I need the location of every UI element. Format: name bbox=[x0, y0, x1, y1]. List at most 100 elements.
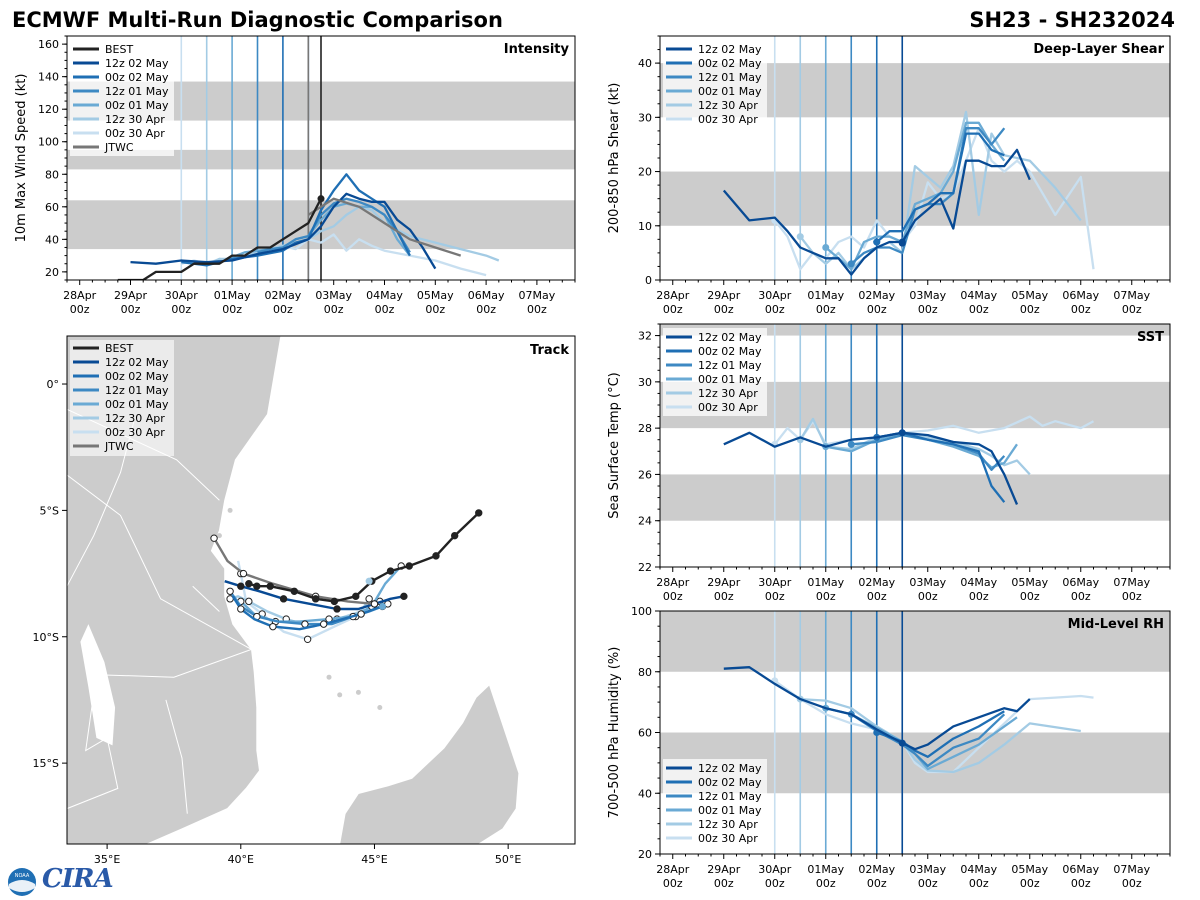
rh-xtick-label-6-line1: 04May bbox=[960, 863, 997, 876]
track-point-best-8 bbox=[311, 595, 320, 603]
intensity-series-12z-01-may bbox=[257, 197, 411, 254]
sst-xtick-label-8-line1: 06May bbox=[1062, 576, 1099, 589]
sst-legend-label-12z-02-may: 12z 02 May bbox=[698, 331, 762, 344]
track-panel: 35°E 40°E 45°E 50°E0°5°S10°S15°STrackBEST12… bbox=[33, 335, 576, 866]
intensity-xtick-label-7-line2: 00z bbox=[425, 303, 445, 316]
intensity-xtick-label-1-line2: 00z bbox=[121, 303, 141, 316]
track-xtick-label-45: 45°E bbox=[361, 853, 387, 866]
track-point-12z-30-apr-0 bbox=[365, 595, 373, 603]
track-line-00z-02-may bbox=[231, 595, 389, 631]
intensity-xtick-label-8-line2: 00z bbox=[476, 303, 496, 316]
sst-xtick-label-5-line2: 00z bbox=[918, 590, 938, 603]
sst-panel: 22242628303228Apr00z29Apr00z30Apr00z01Ma… bbox=[607, 323, 1171, 603]
rh-xtick-label-3-line1: 01May bbox=[807, 863, 844, 876]
shear-xtick-label-6-line2: 00z bbox=[969, 303, 989, 316]
rh-xtick-label-2-line2: 00z bbox=[765, 877, 785, 890]
sst-xtick-label-5-line1: 03May bbox=[909, 576, 946, 589]
intensity-xtick-label-6-line2: 00z bbox=[375, 303, 395, 316]
track-legend-label-12z-30-apr: 12z 30 Apr bbox=[105, 412, 165, 425]
shear-xtick-label-3-line1: 01May bbox=[807, 289, 844, 302]
sst-xtick-label-9-line1: 07May bbox=[1113, 576, 1150, 589]
track-xtick-label-40: 40°E bbox=[228, 853, 254, 866]
intensity-ytick-label-80: 80 bbox=[45, 168, 59, 181]
rh-legend-label-12z-01-may: 12z 01 May bbox=[698, 790, 762, 803]
track-point-best-7 bbox=[330, 597, 339, 606]
shear-legend-label-12z-01-may: 12z 01 May bbox=[698, 71, 762, 84]
sst-xtick-label-6-line1: 04May bbox=[960, 576, 997, 589]
intensity-xtick-label-5-line2: 00z bbox=[324, 303, 344, 316]
rh-xtick-label-9-line2: 00z bbox=[1122, 877, 1142, 890]
sst-xtick-label-9-line2: 00z bbox=[1122, 590, 1142, 603]
sst-ylabel: Sea Surface Temp (°C) bbox=[607, 372, 622, 519]
intensity-ytick-label-20: 20 bbox=[45, 266, 59, 279]
rh-legend-bg bbox=[663, 759, 767, 847]
track-point-12z-02-may-0 bbox=[400, 592, 408, 601]
shear-xtick-label-5-line2: 00z bbox=[918, 303, 938, 316]
track-point-best-2 bbox=[432, 552, 440, 560]
shear-plot-area bbox=[660, 36, 1170, 280]
intensity-xtick-label-2-line2: 00z bbox=[171, 303, 191, 316]
sst-xtick-label-4-line1: 02May bbox=[858, 576, 895, 589]
track-ytick-label-0: 0° bbox=[47, 378, 60, 391]
figure-title: ECMWF Multi-Run Diagnostic Comparison bbox=[12, 8, 503, 32]
intensity-xtick-label-0-line1: 28Apr bbox=[63, 289, 97, 302]
sst-xtick-label-2-line2: 00z bbox=[765, 590, 785, 603]
track-point-best-0 bbox=[475, 509, 483, 517]
intensity-xtick-label-0-line2: 00z bbox=[70, 303, 90, 316]
shear-ytick-label-20: 20 bbox=[638, 166, 652, 179]
intensity-legend-label-12z-02-may: 12z 02 May bbox=[105, 57, 169, 70]
admin-border-1 bbox=[67, 474, 252, 650]
storm-id-title: SH23 - SH232024 bbox=[969, 8, 1175, 32]
sst-xtick-label-0-line1: 28Apr bbox=[656, 576, 690, 589]
rh-xtick-label-0-line1: 28Apr bbox=[656, 863, 690, 876]
intensity-series-best bbox=[117, 198, 323, 280]
shear-xtick-label-2-line2: 00z bbox=[765, 303, 785, 316]
intensity-legend-label-best: BEST bbox=[105, 43, 133, 56]
intensity-xtick-label-8-line1: 06May bbox=[468, 289, 505, 302]
sst-legend-label-00z-30-apr: 00z 30 Apr bbox=[698, 401, 758, 414]
track-xtick-label-50: 50°E bbox=[495, 853, 521, 866]
shear-ylabel: 200-850 hPa Shear (kt) bbox=[607, 83, 622, 234]
track-point-00z-30-apr-4 bbox=[303, 635, 312, 643]
noaa-logo: NOAA bbox=[8, 868, 36, 896]
rh-xtick-label-3-line2: 00z bbox=[816, 877, 836, 890]
intensity-xtick-label-7-line1: 05May bbox=[417, 289, 454, 302]
sst-legend-label-12z-01-may: 12z 01 May bbox=[698, 359, 762, 372]
rh-xtick-label-7-line1: 05May bbox=[1011, 863, 1048, 876]
island-0 bbox=[326, 674, 332, 680]
intensity-legend-bg bbox=[70, 40, 174, 156]
rh-legend-label-00z-01-may: 00z 01 May bbox=[698, 804, 762, 817]
intensity-legend-label-12z-01-may: 12z 01 May bbox=[105, 85, 169, 98]
intensity-xtick-label-9-line1: 07May bbox=[519, 289, 556, 302]
shear-panel: 01020304028Apr00z29Apr00z30Apr00z01May00… bbox=[607, 35, 1171, 316]
rh-legend-label-00z-30-apr: 00z 30 Apr bbox=[698, 832, 758, 845]
rh-legend-label-00z-02-may: 00z 02 May bbox=[698, 776, 762, 789]
track-point-00z-02-may-2 bbox=[357, 610, 365, 618]
shear-legend-label-12z-30-apr: 12z 30 Apr bbox=[698, 99, 758, 112]
intensity-ytick-label-40: 40 bbox=[45, 233, 59, 246]
intensity-ytick-label-140: 140 bbox=[38, 71, 59, 84]
intensity-ytick-label-120: 120 bbox=[38, 103, 59, 116]
sst-ytick-label-28: 28 bbox=[638, 422, 652, 435]
shear-ytick-label-30: 30 bbox=[638, 111, 652, 124]
rh-xtick-label-9-line1: 07May bbox=[1113, 863, 1150, 876]
track-start-00z-01-may bbox=[378, 602, 386, 610]
rh-xtick-label-1-line1: 29Apr bbox=[707, 863, 741, 876]
rh-xtick-label-2-line1: 30Apr bbox=[758, 863, 792, 876]
intensity-legend-label-12z-30-apr: 12z 30 Apr bbox=[105, 113, 165, 126]
intensity-legend-label-00z-01-may: 00z 01 May bbox=[105, 99, 169, 112]
sst-legend-label-00z-02-may: 00z 02 May bbox=[698, 345, 762, 358]
island-5 bbox=[227, 507, 233, 513]
shear-point-marker-0 bbox=[873, 238, 881, 246]
intensity-series-12z-02-may bbox=[130, 192, 437, 270]
sst-xtick-label-8-line2: 00z bbox=[1071, 590, 1091, 603]
shear-start-marker-00z-01-may bbox=[822, 243, 830, 251]
shear-point-marker-1 bbox=[898, 239, 906, 247]
sst-band-2 bbox=[660, 324, 1170, 336]
rh-xtick-label-6-line2: 00z bbox=[969, 877, 989, 890]
intensity-xtick-label-2-line1: 30Apr bbox=[165, 289, 199, 302]
shear-xtick-label-4-line1: 02May bbox=[858, 289, 895, 302]
sst-series-12z-02-may bbox=[723, 431, 1019, 505]
track-frame bbox=[66, 335, 576, 845]
rh-ytick-label-20: 20 bbox=[638, 848, 652, 861]
